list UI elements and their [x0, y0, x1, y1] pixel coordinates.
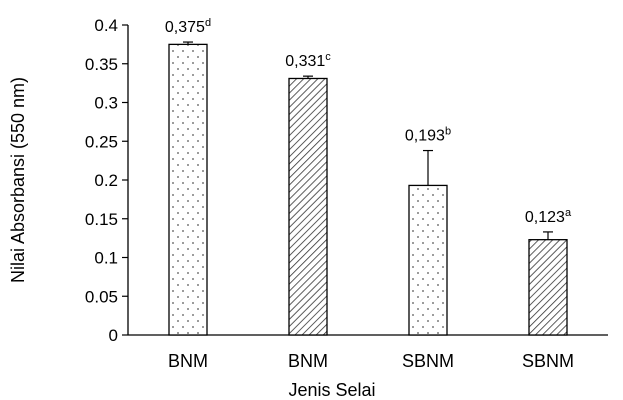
data-label-letter-3: a — [565, 207, 572, 219]
y-tick-label-6: 0.3 — [94, 94, 118, 113]
data-label-letter-1: c — [325, 51, 331, 63]
data-label-1: 0,331c — [285, 51, 331, 70]
y-tick-label-5: 0.25 — [85, 132, 118, 151]
data-label-3: 0,123a — [525, 207, 572, 226]
y-tick-label-0: 0 — [109, 326, 118, 345]
x-tick-label-3: SBNM — [522, 351, 574, 371]
x-tick-label-1: BNM — [288, 351, 328, 371]
x-tick-label-2: SBNM — [402, 351, 454, 371]
y-tick-label-2: 0.1 — [94, 249, 118, 268]
plot-area: 0 0.05 0.1 0.15 0.2 0.25 0.3 0.35 0.4 0,375d BNM 0,… — [85, 16, 608, 371]
data-label-value-2: 0,193 — [405, 128, 445, 145]
data-label-letter-2: b — [445, 126, 451, 138]
bar-3 — [528, 239, 568, 336]
y-axis-title: Nilai Absorbansi (550 nm) — [8, 77, 28, 283]
y-tick-label-1: 0.05 — [85, 287, 118, 306]
y-tick-label-8: 0.4 — [94, 16, 118, 35]
y-tick-label-3: 0.15 — [85, 210, 118, 229]
bar-2 — [408, 184, 448, 336]
data-label-2: 0,193b — [405, 126, 451, 145]
y-tick-label-4: 0.2 — [94, 171, 118, 190]
data-label-value-0: 0,375 — [165, 19, 205, 36]
data-label-0: 0,375d — [165, 17, 211, 36]
data-label-value-1: 0,331 — [285, 53, 325, 70]
data-label-value-3: 0,123 — [525, 209, 565, 226]
y-tick-label-7: 0.35 — [85, 55, 118, 74]
x-tick-label-0: BNM — [168, 351, 208, 371]
x-axis-title: Jenis Selai — [288, 380, 375, 400]
bar-1 — [288, 77, 328, 336]
data-label-letter-0: d — [205, 17, 211, 29]
bar-0 — [168, 43, 208, 336]
